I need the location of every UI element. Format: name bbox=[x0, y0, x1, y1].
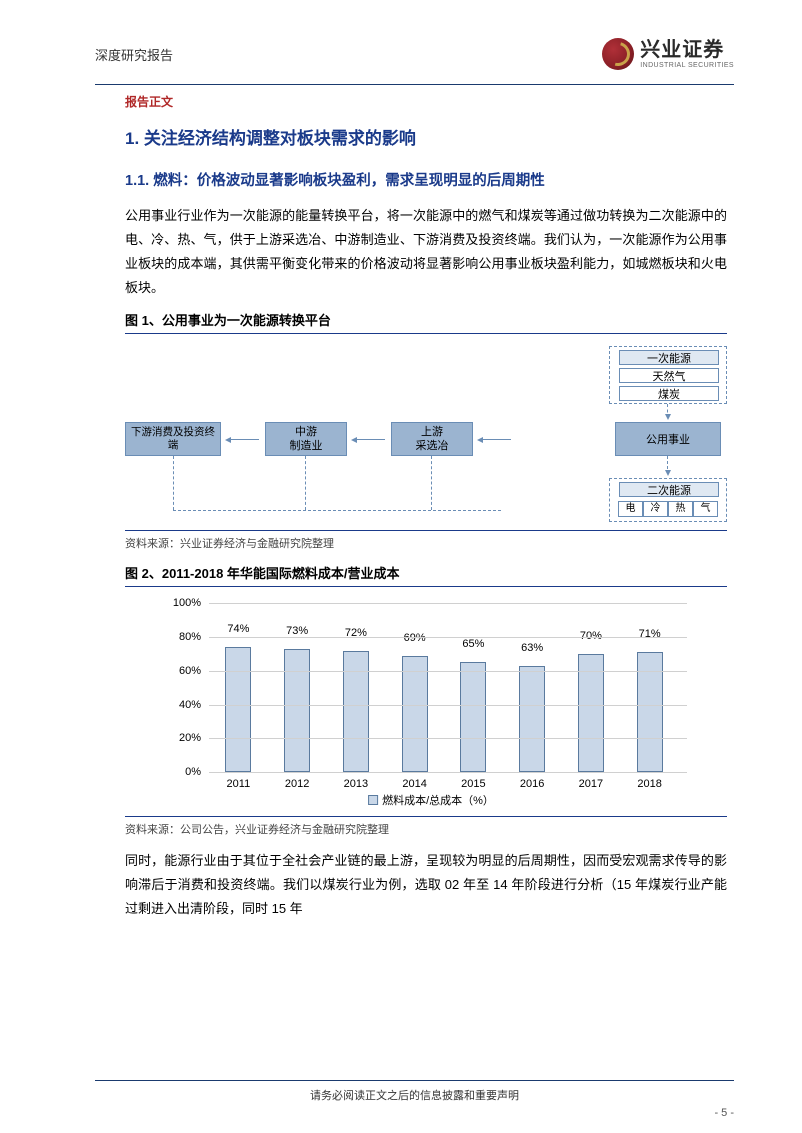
figure-2-barchart: 74%201173%201272%201369%201465%201563%20… bbox=[165, 595, 697, 810]
chart-x-label: 2015 bbox=[461, 778, 485, 790]
heading-1: 1. 关注经济结构调整对板块需求的影响 bbox=[125, 124, 727, 149]
flow-dashed-loop-v1 bbox=[173, 456, 174, 510]
chart-x-label: 2016 bbox=[520, 778, 544, 790]
chart-bar-label: 70% bbox=[580, 630, 602, 642]
chart-bar-label: 63% bbox=[521, 642, 543, 654]
chart-y-label: 0% bbox=[165, 766, 205, 778]
flow-secondary-sublabels: 电 冷 热 气 bbox=[618, 501, 718, 517]
flow-arrowhead-2 bbox=[665, 470, 671, 479]
chart-legend: 燃料成本/总成本（%） bbox=[368, 792, 494, 808]
chart-y-label: 20% bbox=[165, 732, 205, 744]
chart-gridline bbox=[209, 738, 687, 739]
paragraph-1: 公用事业行业作为一次能源的能量转换平台，将一次能源中的燃气和煤炭等通过做功转换为… bbox=[125, 204, 727, 300]
chart-gridline bbox=[209, 772, 687, 773]
chart-x-label: 2018 bbox=[637, 778, 661, 790]
flow-sub-electric: 电 bbox=[618, 501, 643, 517]
footer-text: 请务必阅读正文之后的信息披露和重要声明 bbox=[310, 1090, 519, 1102]
flow-node-secondary-energy: 二次能源 bbox=[619, 482, 719, 497]
chart-gridline bbox=[209, 671, 687, 672]
flow-node-natural-gas: 天然气 bbox=[619, 368, 719, 383]
flow-node-upstream: 上游 采选冶 bbox=[391, 422, 473, 456]
figure-1-source: 资料来源：兴业证券经济与金融研究院整理 bbox=[125, 530, 727, 551]
flow-arrow-2 bbox=[353, 439, 385, 440]
flow-node-public-utility: 公用事业 bbox=[615, 422, 721, 456]
chart-y-label: 60% bbox=[165, 665, 205, 677]
chart-gridline bbox=[209, 637, 687, 638]
chart-bar bbox=[402, 656, 428, 773]
page-number: - 5 - bbox=[714, 1107, 734, 1119]
flow-sub-heat: 热 bbox=[668, 501, 693, 517]
flow-dashed-loop-v3 bbox=[431, 456, 432, 510]
chart-bar bbox=[460, 662, 486, 772]
chart-bar bbox=[225, 647, 251, 772]
flow-dashed-loop-v2 bbox=[305, 456, 306, 510]
chart-bar-label: 65% bbox=[462, 638, 484, 650]
chart-x-label: 2017 bbox=[579, 778, 603, 790]
logo-text-cn: 兴业证券 bbox=[640, 40, 734, 60]
figure-2-source: 资料来源：公司公告，兴业证券经济与金融研究院整理 bbox=[125, 816, 727, 837]
chart-bar-label: 74% bbox=[227, 623, 249, 635]
chart-x-label: 2012 bbox=[285, 778, 309, 790]
flow-node-coal: 煤炭 bbox=[619, 386, 719, 401]
chart-bar bbox=[284, 649, 310, 772]
flow-node-downstream: 下游消费及投资终端 bbox=[125, 422, 221, 456]
chart-x-label: 2014 bbox=[402, 778, 426, 790]
doc-type-label: 深度研究报告 bbox=[95, 45, 173, 64]
logo-text-en: INDUSTRIAL SECURITIES bbox=[640, 62, 734, 69]
figure-1-flowchart: 一次能源 天然气 煤炭 下游消费及投资终端 中游 制造业 上游 采选冶 公用事业… bbox=[125, 344, 727, 524]
flow-node-midstream: 中游 制造业 bbox=[265, 422, 347, 456]
chart-bar-label: 73% bbox=[286, 625, 308, 637]
chart-x-label: 2013 bbox=[344, 778, 368, 790]
chart-gridline bbox=[209, 603, 687, 604]
chart-y-label: 100% bbox=[165, 597, 205, 609]
chart-x-label: 2011 bbox=[227, 778, 251, 790]
flow-node-primary-energy: 一次能源 bbox=[619, 350, 719, 365]
flow-sub-gas: 气 bbox=[693, 501, 718, 517]
chart-bar bbox=[519, 666, 545, 772]
figure-2-title: 图 2、2011-2018 年华能国际燃料成本/营业成本 bbox=[125, 563, 727, 587]
figure-1-title: 图 1、公用事业为一次能源转换平台 bbox=[125, 310, 727, 334]
footer: 请务必阅读正文之后的信息披露和重要声明 - 5 - bbox=[95, 1080, 734, 1103]
flow-sub-cold: 冷 bbox=[643, 501, 668, 517]
chart-bar bbox=[343, 651, 369, 773]
logo-icon bbox=[602, 38, 634, 70]
flow-arrow-1 bbox=[227, 439, 259, 440]
chart-bar-label: 71% bbox=[639, 628, 661, 640]
legend-label: 燃料成本/总成本（%） bbox=[382, 792, 494, 808]
chart-y-label: 80% bbox=[165, 631, 205, 643]
flow-arrow-3 bbox=[479, 439, 511, 440]
section-label: 报告正文 bbox=[125, 93, 727, 110]
chart-y-label: 40% bbox=[165, 699, 205, 711]
flow-arrowhead-1 bbox=[665, 414, 671, 423]
chart-gridline bbox=[209, 705, 687, 706]
chart-plot-area: 74%201173%201272%201369%201465%201563%20… bbox=[209, 603, 687, 772]
flow-dashed-loop-h bbox=[173, 510, 501, 511]
paragraph-2: 同时，能源行业由于其位于全社会产业链的最上游，呈现较为明显的后周期性，因而受宏观… bbox=[125, 849, 727, 921]
company-logo: 兴业证券 INDUSTRIAL SECURITIES bbox=[602, 38, 734, 70]
heading-1-1: 1.1. 燃料：价格波动显著影响板块盈利，需求呈现明显的后周期性 bbox=[125, 169, 727, 190]
legend-swatch bbox=[368, 795, 378, 805]
